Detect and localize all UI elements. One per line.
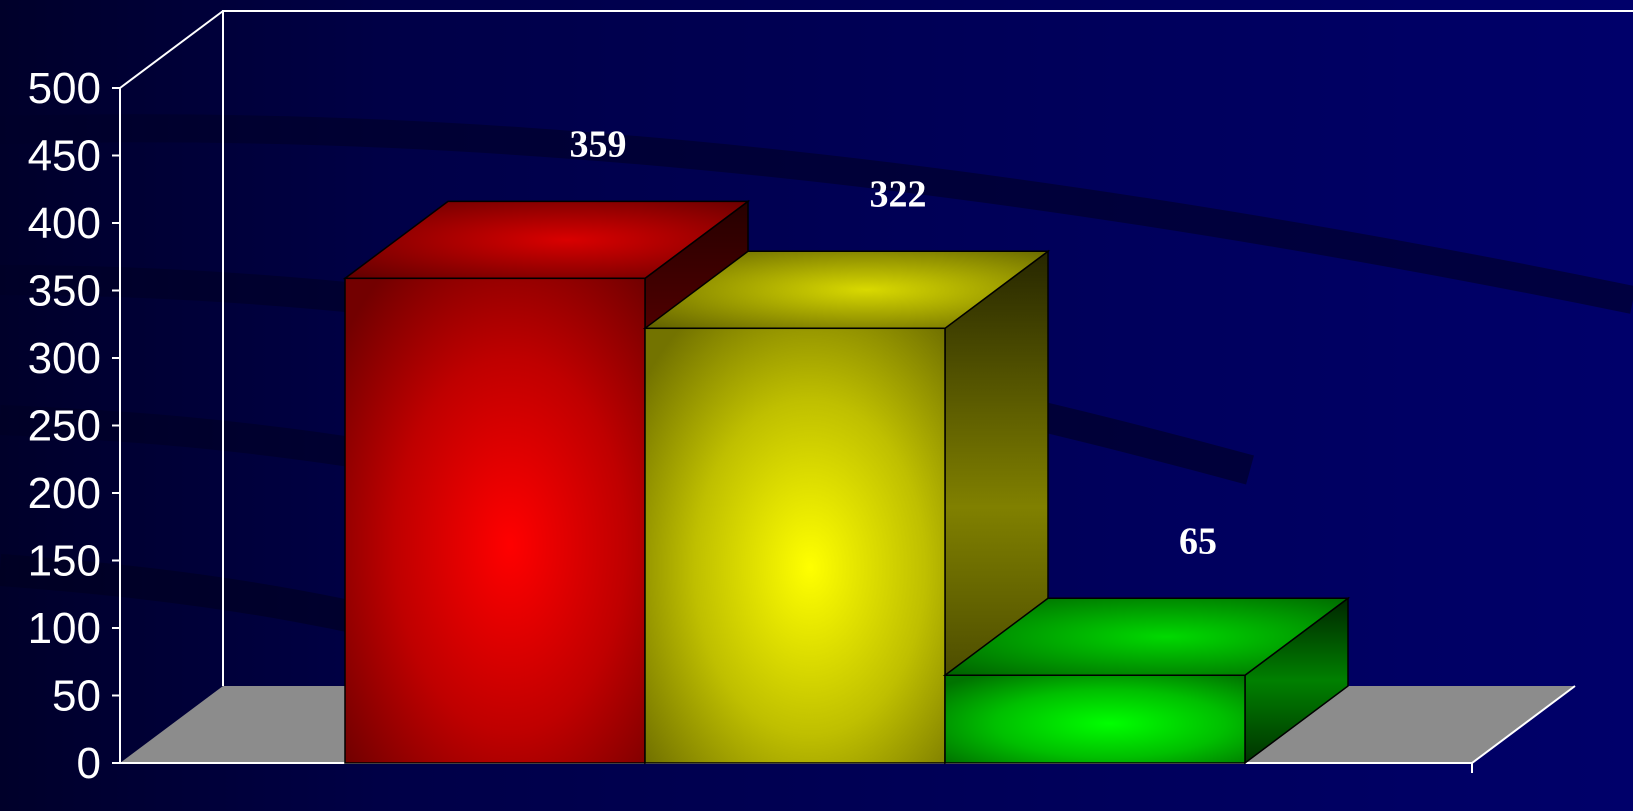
y-tick-label: 50	[52, 672, 101, 721]
bar-front-face	[944, 674, 1246, 764]
y-tick-label: 400	[28, 199, 101, 248]
bar-front-face	[344, 277, 646, 764]
y-tick-label: 350	[28, 267, 101, 316]
data-label: 322	[870, 173, 927, 215]
y-tick-label: 300	[28, 334, 101, 383]
y-tick-label: 0	[77, 739, 101, 788]
y-tick-label: 500	[28, 64, 101, 113]
y-tick-label: 150	[28, 537, 101, 586]
bar-2	[642, 249, 1051, 765]
bar-3	[942, 596, 1351, 765]
data-label: 65	[1179, 520, 1217, 562]
y-tick-label: 100	[28, 604, 101, 653]
y-tick-label: 250	[28, 402, 101, 451]
bar-front-face	[644, 327, 946, 764]
labels: 0 50 100 150 200 250 300 350 400 450 500 359 322 65	[28, 64, 1217, 788]
data-label: 359	[570, 123, 627, 165]
bars	[342, 199, 1351, 765]
y-tick-label: 450	[28, 132, 101, 181]
top-depth-edge	[119, 10, 224, 89]
y-tick-label: 200	[28, 469, 101, 518]
right-depth-edge	[1471, 685, 1576, 764]
